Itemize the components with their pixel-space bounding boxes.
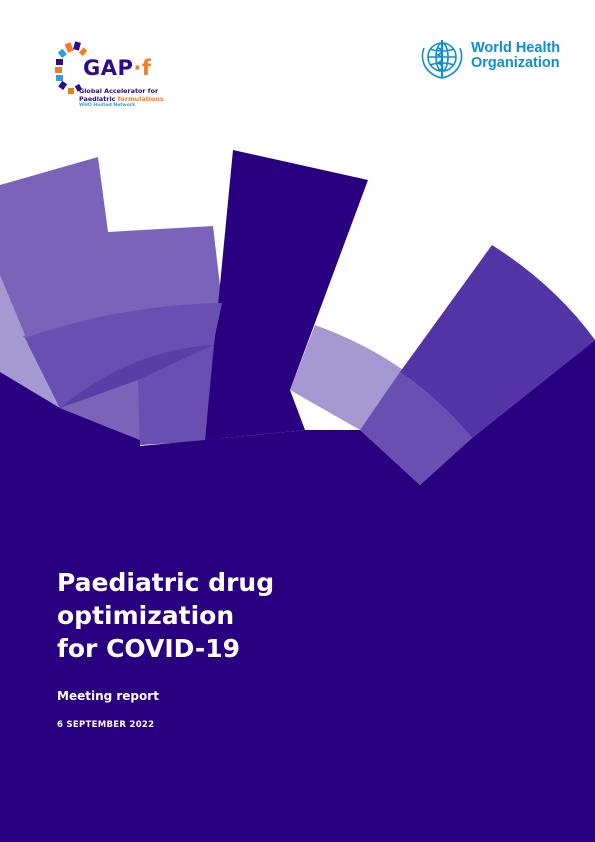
report-title-line: optimization bbox=[57, 601, 235, 630]
report-title-line: Paediatric drug bbox=[57, 568, 275, 597]
who-name: World Health Organization bbox=[471, 40, 561, 71]
gapf-logo: GAP·f Global Accelerator for Paediatric … bbox=[54, 40, 184, 115]
arc-segment-right-outer bbox=[400, 245, 595, 438]
arc-segment-center bbox=[205, 150, 368, 440]
report-title: Paediatric drug optimization for COVID-1… bbox=[57, 566, 497, 665]
gapf-logo-mark-icon bbox=[55, 41, 88, 94]
arc-band-left-light bbox=[0, 320, 60, 408]
gapf-tagline-line2: Paediatric formulations bbox=[79, 95, 164, 103]
report-title-line: for COVID-19 bbox=[57, 634, 241, 663]
who-emblem-icon bbox=[421, 40, 463, 79]
arc-band-left-mid bbox=[25, 303, 222, 408]
arc-band-center-mid bbox=[138, 345, 213, 445]
gapf-tagline-line3: WHO Hosted Network bbox=[79, 103, 136, 108]
dark-background-disc bbox=[0, 335, 595, 842]
report-subtitle: Meeting report bbox=[57, 689, 159, 703]
who-logo: World Health Organization bbox=[418, 36, 568, 80]
gapf-wordmark: GAP·f bbox=[83, 56, 152, 80]
report-date: 6 SEPTEMBER 2022 bbox=[57, 720, 155, 730]
arc-segment-right-mid bbox=[360, 372, 472, 485]
gapf-tagline-line1: Global Accelerator for bbox=[79, 87, 159, 95]
